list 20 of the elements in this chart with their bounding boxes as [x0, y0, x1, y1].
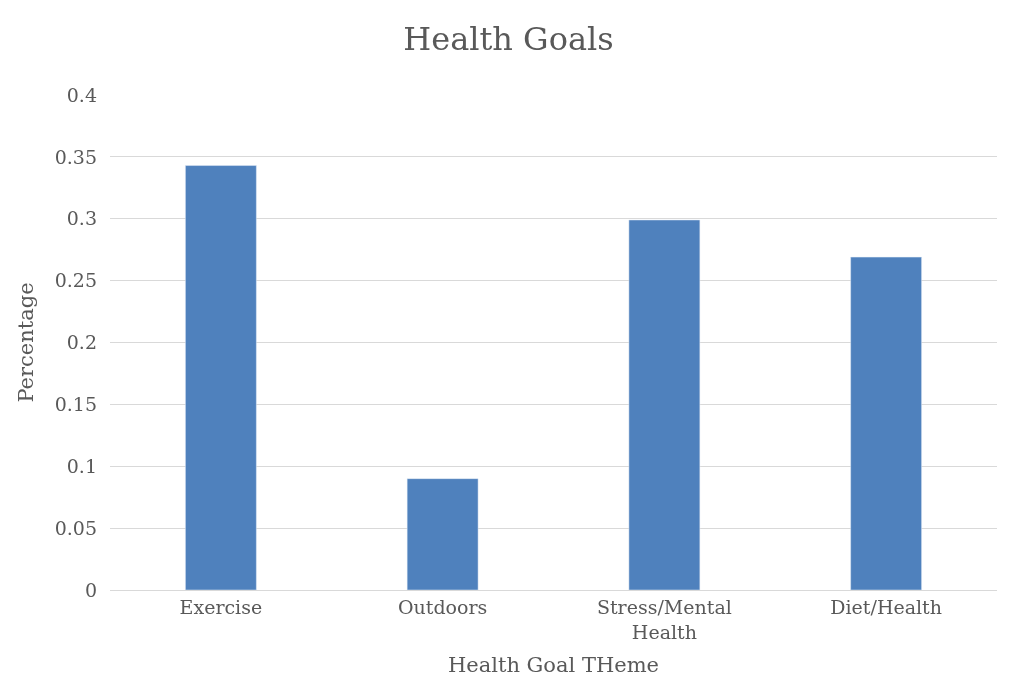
y-tick-label: 0 — [84, 578, 97, 601]
bar — [850, 256, 922, 590]
y-tick-label: 0.25 — [54, 269, 97, 292]
x-tick-label: Diet/Health — [830, 595, 942, 618]
bar — [406, 478, 479, 590]
x-axis-title: Health Goal THeme — [447, 652, 660, 677]
bar — [185, 165, 257, 590]
y-tick-label: 0.1 — [66, 454, 97, 477]
x-tick-label: Stress/Mental Health — [596, 595, 732, 643]
chart-title: Health Goals — [403, 20, 614, 59]
x-tick-label: Exercise — [179, 595, 263, 618]
y-tick-label: 0.05 — [54, 516, 97, 539]
y-tick-label: 0.15 — [54, 393, 97, 416]
y-tick-label: 0.35 — [54, 145, 97, 168]
y-tick-label: 0.2 — [66, 331, 97, 354]
y-axis-title: Percentage — [13, 282, 38, 403]
bar — [628, 219, 701, 590]
x-tick-label: Outdoors — [397, 595, 488, 618]
y-tick-label: 0.3 — [66, 207, 97, 230]
y-tick-label: 0.4 — [66, 83, 97, 106]
